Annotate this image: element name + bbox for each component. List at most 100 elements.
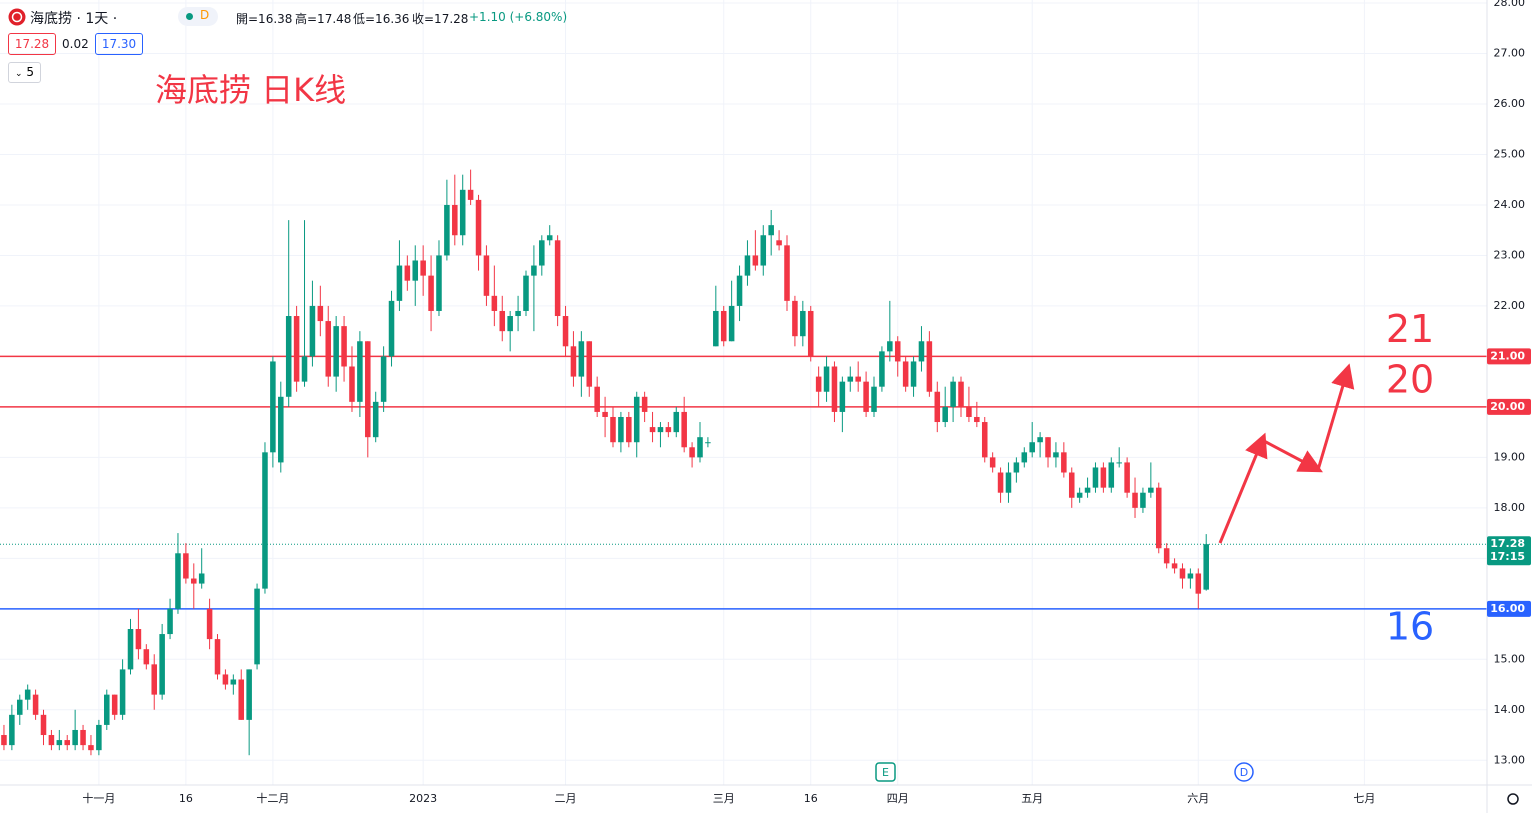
candle-body bbox=[254, 588, 260, 665]
candle-body bbox=[191, 578, 197, 584]
x-tick-label: 16 bbox=[179, 792, 193, 805]
candle-body bbox=[183, 553, 189, 579]
candle-body bbox=[570, 346, 577, 377]
candle-body bbox=[1195, 573, 1202, 594]
price-label: 16.00 bbox=[1490, 602, 1525, 615]
x-tick-label: 16 bbox=[804, 792, 818, 805]
candle-body bbox=[863, 381, 869, 412]
candle-body bbox=[689, 447, 695, 458]
dividend-event-label: D bbox=[1240, 766, 1248, 779]
candle-body bbox=[420, 260, 426, 276]
candle-body bbox=[705, 442, 711, 444]
candle-body bbox=[64, 740, 70, 746]
candle-body bbox=[1076, 492, 1083, 498]
candle-body bbox=[175, 553, 181, 609]
candle-body bbox=[934, 391, 941, 423]
candle-body bbox=[594, 386, 600, 412]
y-tick-label: 23.00 bbox=[1494, 248, 1526, 261]
candle-body bbox=[523, 275, 529, 311]
candle-body bbox=[214, 639, 221, 675]
candle-body bbox=[127, 629, 134, 670]
candle-body bbox=[1155, 487, 1162, 549]
candle-body bbox=[1005, 472, 1012, 493]
candle-body bbox=[278, 396, 284, 463]
candle-body bbox=[1124, 462, 1130, 493]
candle-body bbox=[887, 341, 893, 352]
candle-body bbox=[681, 411, 687, 448]
candle-body bbox=[309, 305, 316, 357]
candle-body bbox=[1061, 452, 1067, 473]
x-tick-label: 二月 bbox=[555, 792, 577, 805]
candle-body bbox=[491, 295, 498, 311]
last-price-box bbox=[1487, 536, 1531, 566]
indicator-toggle[interactable]: ⌄ 5 bbox=[8, 62, 41, 83]
candle-body bbox=[436, 255, 442, 311]
candle-body bbox=[40, 714, 47, 736]
candle-body bbox=[839, 381, 846, 412]
y-tick-label: 13.00 bbox=[1494, 753, 1526, 766]
y-tick-label: 19.00 bbox=[1494, 450, 1526, 463]
candle-body bbox=[135, 629, 142, 650]
candle-body bbox=[452, 204, 458, 236]
candle-body bbox=[1116, 462, 1122, 464]
candle-body bbox=[641, 396, 648, 412]
symbol-logo bbox=[8, 8, 26, 26]
candle-body bbox=[230, 679, 237, 685]
earnings-event-label: E bbox=[882, 766, 889, 779]
candle-body bbox=[412, 260, 419, 281]
candle-body bbox=[317, 305, 324, 322]
y-tick-label: 28.00 bbox=[1494, 0, 1526, 9]
candle-body bbox=[768, 225, 774, 236]
candle-body bbox=[792, 300, 798, 337]
candle-body bbox=[80, 729, 86, 746]
candle-body bbox=[752, 255, 759, 266]
badge[interactable]: D bbox=[178, 7, 218, 26]
candle-body bbox=[855, 376, 861, 382]
candle-body bbox=[301, 356, 308, 382]
level-label: 21 bbox=[1386, 307, 1434, 351]
dividend-event[interactable] bbox=[1234, 762, 1254, 782]
candle-body bbox=[649, 427, 656, 433]
candle-body bbox=[1037, 437, 1043, 443]
candle-body bbox=[1108, 462, 1115, 488]
earnings-event[interactable] bbox=[875, 762, 896, 782]
arrow bbox=[1218, 432, 1268, 544]
candle-body bbox=[1068, 472, 1075, 498]
candle-body bbox=[222, 674, 229, 685]
price-label: 20.00 bbox=[1490, 400, 1525, 413]
candle-body bbox=[926, 341, 933, 392]
candle-body bbox=[910, 361, 917, 387]
candle-body bbox=[9, 714, 15, 746]
candle-body bbox=[918, 341, 925, 362]
candle-body bbox=[111, 694, 118, 715]
candle-body bbox=[293, 316, 300, 382]
candle-body bbox=[602, 411, 608, 417]
bid[interactable]: 17.28 bbox=[8, 33, 56, 55]
price-label-box bbox=[1487, 600, 1531, 617]
chart-title: 海底捞 日K线 bbox=[155, 71, 346, 109]
y-tick-label: 22.00 bbox=[1494, 299, 1526, 312]
candle-body bbox=[760, 235, 767, 266]
y-tick-label: 26.00 bbox=[1494, 97, 1526, 110]
candle-body bbox=[736, 275, 743, 306]
candle-body bbox=[1148, 487, 1154, 493]
candle-body bbox=[1179, 568, 1186, 579]
candle-body bbox=[238, 679, 245, 720]
candle-body bbox=[950, 381, 956, 407]
candle-body bbox=[807, 310, 814, 357]
level-label: 20 bbox=[1386, 357, 1434, 401]
candle-body bbox=[1100, 467, 1107, 488]
candle-body bbox=[515, 310, 521, 317]
y-tick-label: 24.00 bbox=[1494, 198, 1526, 211]
ask[interactable]: 17.30 bbox=[95, 33, 143, 55]
candle-body bbox=[444, 204, 450, 256]
arrow bbox=[1263, 439, 1323, 473]
candle-body bbox=[333, 326, 339, 377]
x-tick-label: 四月 bbox=[887, 792, 909, 805]
candle-body bbox=[1140, 492, 1146, 508]
candle-body bbox=[483, 255, 490, 296]
settings-icon[interactable] bbox=[1507, 793, 1519, 805]
price-label-box bbox=[1487, 348, 1531, 365]
candle-body bbox=[657, 427, 664, 433]
